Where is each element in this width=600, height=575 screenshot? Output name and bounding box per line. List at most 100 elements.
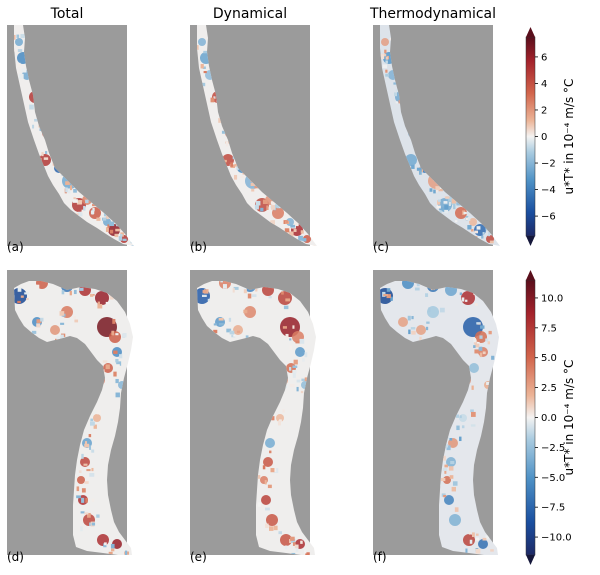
anomaly-speckle: [255, 288, 258, 292]
anomaly-speckle: [292, 325, 295, 329]
anomaly-speckle: [473, 345, 476, 348]
anomaly-speckle: [203, 70, 207, 74]
anomaly-speckle: [459, 292, 463, 296]
colorbar-tick-label: 6: [541, 52, 547, 63]
colorbar-1: 6 4 2 0 −2 −4 −6 u*T* in 10⁻⁴ m/s °C: [525, 27, 576, 246]
colorbar-tick-label: 5.0: [541, 353, 557, 364]
anomaly-speckle: [108, 551, 113, 555]
anomaly-speckle: [411, 330, 416, 335]
anomaly-speckle: [383, 294, 388, 297]
anomaly-speckle: [89, 522, 93, 527]
anomaly-speckle: [465, 299, 468, 302]
anomaly-speckle: [115, 228, 121, 232]
anomaly-speckle: [72, 199, 78, 203]
anomaly-patch: [95, 291, 109, 305]
anomaly-speckle: [468, 531, 471, 535]
anomaly-speckle: [461, 425, 465, 429]
anomaly-speckle: [407, 315, 411, 321]
anomaly-speckle: [17, 300, 21, 304]
anomaly-speckle: [116, 361, 122, 366]
anomaly-speckle: [305, 552, 310, 555]
anomaly-speckle: [470, 409, 474, 413]
anomaly-speckle: [459, 436, 462, 442]
anomaly-speckle: [43, 157, 49, 160]
anomaly-speckle: [453, 204, 456, 210]
anomaly-speckle: [440, 477, 446, 482]
anomaly-speckle: [475, 548, 481, 554]
anomaly-speckle: [92, 207, 95, 212]
anomaly-speckle: [480, 325, 485, 329]
anomaly-speckle: [61, 290, 65, 295]
anomaly-speckle: [21, 68, 27, 73]
anomaly-speckle: [221, 130, 227, 134]
anomaly-patch: [444, 495, 454, 505]
anomaly-speckle: [444, 196, 450, 199]
anomaly-speckle: [482, 232, 485, 235]
panel-label: (d): [7, 550, 24, 564]
anomaly-speckle: [384, 49, 387, 54]
anomaly-speckle: [443, 494, 447, 498]
anomaly-speckle: [81, 497, 85, 503]
map-panel-b: (b): [190, 25, 317, 254]
anomaly-speckle: [301, 378, 306, 382]
anomaly-patch: [219, 281, 231, 289]
anomaly-speckle: [416, 167, 422, 171]
anomaly-speckle: [35, 281, 40, 282]
anomaly-speckle: [93, 424, 97, 429]
anomaly-speckle: [268, 526, 274, 531]
anomaly-speckle: [85, 199, 89, 204]
anomaly-speckle: [390, 296, 393, 301]
anomaly-speckle: [285, 333, 289, 338]
anomaly-speckle: [87, 512, 91, 518]
colorbar-label: u*T* in 10⁻⁴ m/s °C: [562, 360, 576, 476]
anomaly-patch: [109, 331, 121, 343]
anomaly-speckle: [81, 488, 86, 493]
anomaly-speckle: [233, 334, 236, 337]
anomaly-speckle: [109, 221, 115, 227]
anomaly-speckle: [408, 329, 411, 335]
anomaly-speckle: [102, 217, 107, 221]
anomaly-speckle: [490, 549, 494, 552]
anomaly-speckle: [230, 162, 234, 167]
anomaly-speckle: [131, 245, 134, 246]
anomaly-patch: [276, 414, 284, 422]
anomaly-speckle: [385, 56, 389, 60]
anomaly-speckle: [17, 287, 22, 292]
anomaly-speckle: [83, 463, 88, 466]
panel-label: (c): [373, 240, 389, 254]
anomaly-patch: [14, 288, 27, 304]
anomaly-speckle: [479, 352, 483, 358]
anomaly-speckle: [65, 181, 70, 185]
anomaly-speckle: [260, 207, 264, 212]
anomaly-speckle: [118, 236, 123, 241]
anomaly-speckle: [56, 336, 60, 341]
colorbar-extend-max: [526, 270, 535, 280]
anomaly-speckle: [256, 475, 261, 479]
anomaly-speckle: [78, 470, 82, 474]
anomaly-speckle: [96, 409, 102, 415]
anomaly-speckle: [45, 151, 48, 155]
anomaly-patch: [260, 476, 268, 484]
anomaly-speckle: [232, 288, 235, 293]
anomaly-speckle: [84, 441, 88, 446]
anomaly-speckle: [247, 293, 252, 299]
anomaly-speckle: [213, 323, 218, 326]
anomaly-speckle: [456, 202, 461, 206]
anomaly-speckle: [76, 200, 82, 205]
anomaly-speckle: [85, 497, 88, 503]
anomaly-speckle: [67, 188, 71, 194]
anomaly-speckle: [474, 349, 479, 354]
anomaly-patch: [233, 325, 243, 335]
anomaly-speckle: [220, 281, 223, 283]
anomaly-speckle: [299, 338, 305, 344]
panel-label: (b): [190, 240, 207, 254]
anomaly-speckle: [115, 392, 120, 398]
colorbar-tick-label: −10.0: [541, 533, 572, 544]
anomaly-patch: [461, 291, 475, 305]
map-panel-a: (a): [7, 25, 134, 254]
anomaly-speckle: [32, 124, 35, 129]
anomaly-speckle: [119, 354, 123, 359]
anomaly-speckle: [293, 229, 297, 232]
map-panel-e: (e): [190, 270, 316, 564]
anomaly-speckle: [229, 330, 235, 335]
